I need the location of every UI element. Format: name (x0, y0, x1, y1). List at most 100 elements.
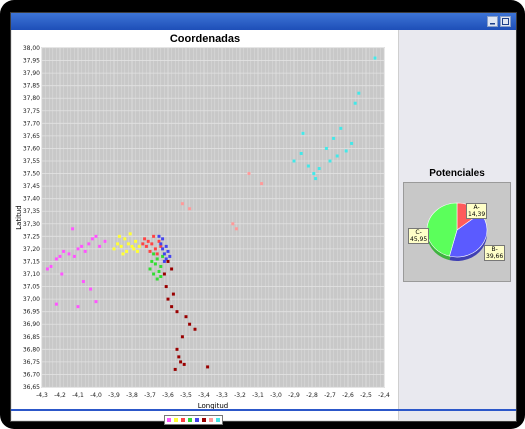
scatter-point (112, 247, 116, 251)
minimize-button[interactable] (487, 16, 498, 27)
x-axis-label: Longitud (198, 402, 229, 410)
scatter-point (162, 272, 166, 276)
y-tick-label: 38,00 (23, 45, 40, 52)
scatter-point (306, 164, 310, 168)
y-tick-label: 37,90 (23, 70, 40, 77)
scatter-point (94, 300, 98, 304)
scatter-point (175, 347, 179, 351)
scatter-point (299, 151, 303, 155)
scatter-point (146, 239, 150, 243)
scatter-point (373, 56, 377, 60)
y-tick-label: 37,25 (23, 233, 40, 240)
scatter-panel: Coordenadas -4,3 -4,2 -4,1 -4,0 -3,9 -3,8 -3,7… (12, 30, 399, 420)
scatter-point (153, 247, 157, 251)
scatter-point (126, 242, 130, 246)
scatter-point (134, 239, 138, 243)
scatter-point (188, 322, 192, 326)
scatter-point (247, 172, 251, 176)
legend-swatch (209, 418, 213, 422)
pie-panel: Potenciales A- 14,39 B- 39,66 C- 45,95 (399, 30, 515, 420)
scatter-chart: -4,3 -4,2 -4,1 -4,0 -3,9 -3,8 -3,7 -3,6 -3,5 -3,4… (15, 45, 390, 410)
scatter-point (153, 262, 157, 266)
scatter-point (49, 264, 53, 268)
scatter-point (148, 249, 152, 253)
scatter-point (161, 254, 165, 258)
scatter-point (179, 360, 183, 364)
x-tick-label: -3,0 (270, 392, 282, 399)
scatter-point (335, 154, 339, 158)
x-tick-label: -2,8 (306, 392, 318, 399)
legend-swatch (188, 418, 192, 422)
x-tick-label: -4,3 (36, 392, 48, 399)
y-tick-label: 37,55 (23, 158, 40, 165)
scatter-point (171, 292, 175, 296)
x-tick-label: -2,5 (360, 392, 372, 399)
scatter-point (161, 247, 165, 251)
scatter-point (119, 244, 123, 248)
maximize-button[interactable] (500, 16, 511, 27)
legend-swatch (202, 418, 206, 422)
y-tick-label: 37,15 (23, 258, 40, 265)
x-tick-label: -3,1 (252, 392, 264, 399)
scatter-point (177, 355, 181, 359)
scatter-point (132, 247, 136, 251)
legend-swatch (167, 418, 171, 422)
scatter-point (117, 234, 121, 238)
app-window: Coordenadas -4,3 -4,2 -4,1 -4,0 -3,9 -3,8 -3,7… (10, 12, 517, 425)
scatter-point (234, 227, 238, 231)
x-tick-label: -3,9 (108, 392, 120, 399)
scatter-point (143, 237, 147, 241)
scatter-point (260, 182, 264, 186)
scatter-point (123, 237, 127, 241)
scatter-point (193, 327, 197, 331)
scatter-point (159, 244, 163, 248)
scatter-point (152, 234, 156, 238)
scatter-point (90, 237, 94, 241)
pie-label-a: A- 14,39 (466, 203, 488, 219)
scatter-point (166, 249, 170, 253)
scatter-point (81, 280, 85, 284)
scatter-point (180, 202, 184, 206)
scatter-point (182, 362, 186, 366)
pie-chart-title: Potenciales (429, 168, 485, 179)
scatter-point (58, 254, 62, 258)
pie-chart-area: A- 14,39 B- 39,66 C- 45,95 (403, 182, 511, 282)
x-tick-label: -3,5 (180, 392, 192, 399)
scatter-point (152, 252, 156, 256)
scatter-point (166, 259, 170, 263)
y-tick-label: 37,75 (23, 108, 40, 115)
scatter-point (339, 126, 343, 130)
x-tick-label: -2,6 (342, 392, 354, 399)
y-tick-label: 37,80 (23, 95, 40, 102)
y-tick-label: 37,00 (23, 296, 40, 303)
y-tick-label: 36,95 (23, 309, 40, 316)
scatter-point (128, 232, 132, 236)
scatter-point (45, 267, 49, 271)
scatter-point (324, 146, 328, 150)
title-bar (11, 13, 516, 30)
y-tick-label: 37,95 (23, 58, 40, 65)
scatter-point (344, 149, 348, 153)
plot-area (41, 47, 385, 388)
x-tick-label: -2,4 (378, 392, 390, 399)
x-tick-label: -4,0 (90, 392, 102, 399)
scatter-point (184, 315, 188, 319)
scatter-point (125, 249, 129, 253)
scatter-point (164, 257, 168, 261)
scatter-chart-title: Coordenadas (169, 33, 241, 45)
scatter-point (164, 285, 168, 289)
scatter-point (159, 242, 163, 246)
scatter-point (350, 141, 354, 145)
scatter-point (180, 335, 184, 339)
scatter-point (94, 234, 98, 238)
x-tick-label: -3,3 (216, 392, 228, 399)
scatter-point (152, 272, 156, 276)
y-tick-label: 37,20 (23, 246, 40, 253)
scatter-point (206, 365, 210, 369)
scatter-point (170, 267, 174, 271)
scatter-point (353, 101, 357, 105)
pie-slice (426, 202, 458, 257)
scatter-point (89, 287, 93, 291)
scatter-point (328, 159, 332, 163)
x-tick-label: -3,4 (198, 392, 210, 399)
